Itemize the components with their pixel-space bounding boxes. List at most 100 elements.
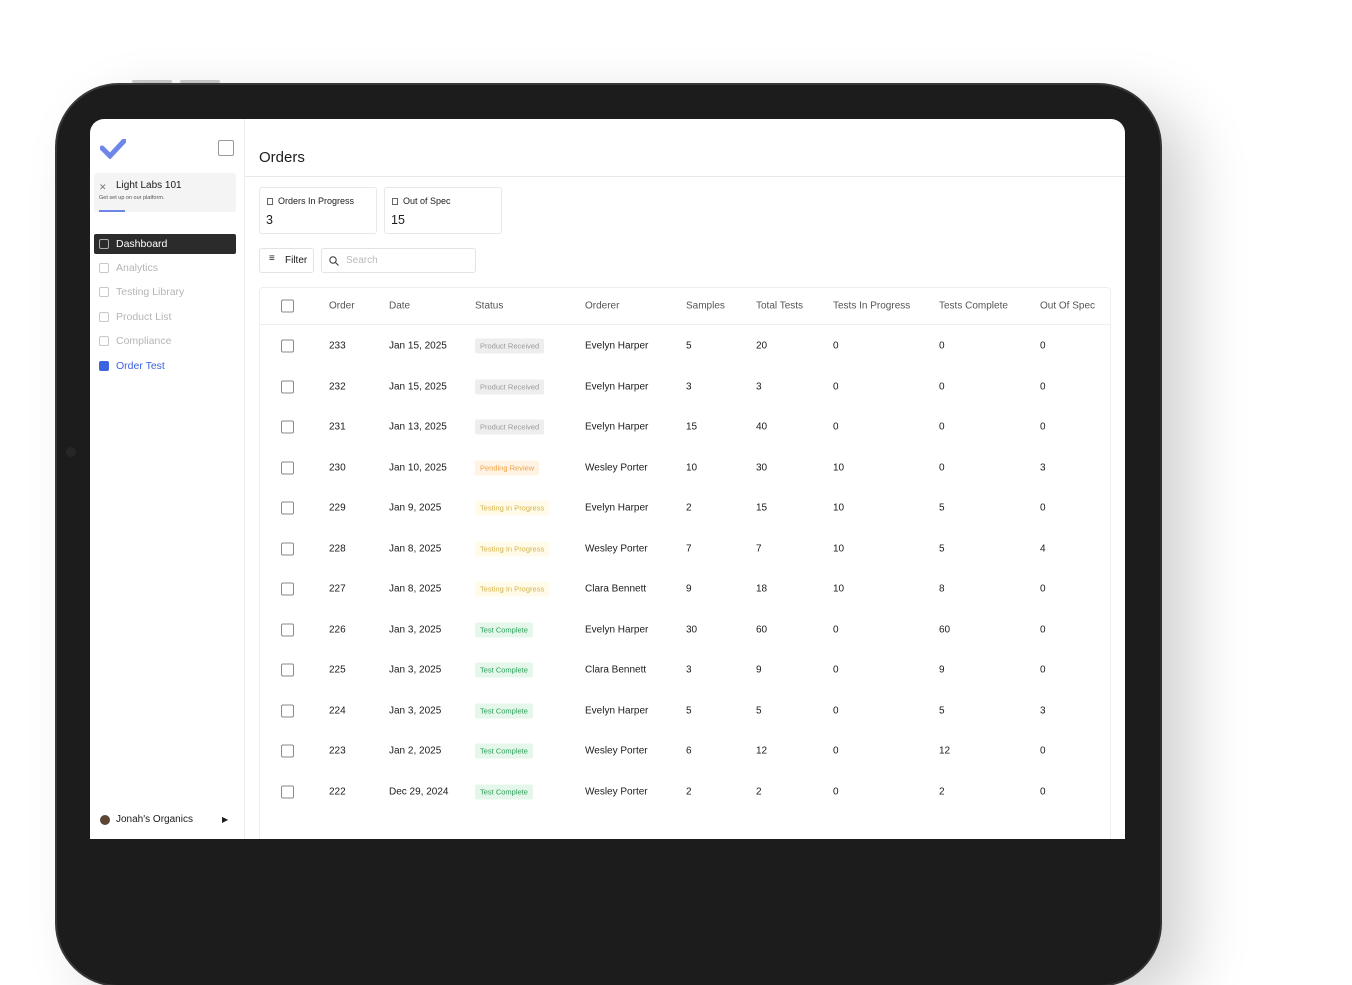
table-cell: 40 [756, 421, 768, 433]
table-cell: 10 [833, 583, 845, 595]
checkbox[interactable] [281, 582, 294, 596]
search-placeholder: Search [346, 255, 378, 266]
table-cell: 0 [1040, 381, 1046, 392]
sidebar: Light Labs 101 ✕ Get set up on our platf… [90, 119, 245, 839]
status-badge: Pending Review [475, 460, 540, 475]
table-cell: 224 [329, 705, 346, 716]
nav-icon [99, 312, 109, 322]
account-avatar [100, 815, 110, 825]
status-badge: Test Complete [475, 703, 533, 718]
column-header[interactable]: Samples [686, 300, 725, 312]
menu-button[interactable] [218, 140, 234, 156]
checkbox[interactable] [281, 663, 294, 677]
table-cell: 223 [329, 745, 346, 757]
table-cell: Jan 15, 2025 [389, 340, 447, 352]
status-badge: Testing In Progress [475, 581, 550, 597]
table-cell: 231 [329, 421, 346, 433]
table-cell: 230 [329, 462, 346, 473]
checkbox[interactable] [281, 785, 294, 798]
table-cell: Jan 2, 2025 [389, 745, 442, 757]
table-cell: 2 [756, 786, 762, 797]
table-cell: 60 [756, 624, 768, 635]
checkbox[interactable] [281, 461, 294, 474]
table-cell: 15 [686, 421, 698, 433]
nav-icon [99, 263, 109, 273]
table-cell: Jan 3, 2025 [389, 624, 442, 635]
filter-button[interactable]: Filter [259, 248, 314, 273]
table-cell: 7 [686, 543, 692, 554]
checkbox[interactable] [281, 420, 294, 434]
table-cell: 5 [939, 543, 945, 554]
device-button [180, 80, 220, 83]
table-cell: 6 [686, 745, 692, 757]
account-name[interactable]: Jonah's Organics [116, 814, 193, 825]
checkbox[interactable] [281, 339, 294, 353]
stat-icon [267, 198, 273, 205]
table-cell: 5 [939, 502, 945, 514]
status-badge: Test Complete [475, 784, 533, 799]
table-cell: 12 [939, 745, 951, 757]
table-cell: 5 [686, 705, 692, 716]
status-badge: Product Received [475, 379, 545, 394]
column-header[interactable]: Status [475, 300, 504, 312]
checkbox[interactable] [281, 380, 294, 393]
checkbox[interactable] [281, 299, 294, 313]
nav-icon [99, 336, 109, 346]
table-cell: 226 [329, 624, 346, 635]
search-box[interactable]: Search [321, 248, 476, 273]
checkbox[interactable] [281, 623, 294, 636]
column-header[interactable]: Total Tests [756, 300, 804, 312]
nav-icon [99, 361, 109, 371]
table-cell: Wesley Porter [585, 462, 648, 473]
nav-item[interactable]: Analytics [94, 258, 236, 278]
nav-item[interactable]: Order Test [94, 356, 236, 376]
column-header[interactable]: Order [329, 300, 355, 312]
table-cell: Jan 3, 2025 [389, 705, 442, 716]
stat-label: Out of Spec [403, 196, 451, 206]
table-cell: 232 [329, 381, 346, 392]
stat-icon [392, 198, 398, 205]
table-cell: 0 [833, 705, 839, 716]
stat-value: 15 [391, 213, 405, 227]
table-cell: Evelyn Harper [585, 502, 649, 514]
progress-bar [99, 210, 125, 212]
table-cell: 10 [833, 502, 845, 514]
org-card[interactable]: Light Labs 101 ✕ Get set up on our platf… [94, 173, 236, 212]
table-cell: 9 [686, 583, 692, 595]
table-cell: Evelyn Harper [585, 421, 649, 433]
table-cell: 0 [939, 462, 945, 473]
account-arrow[interactable]: ▶ [222, 815, 229, 824]
table-cell: 0 [833, 421, 839, 433]
status-badge: Product Received [475, 338, 545, 354]
checkbox[interactable] [281, 744, 294, 758]
table-cell: 0 [1040, 502, 1046, 514]
checkbox[interactable] [281, 542, 294, 555]
nav-item[interactable]: Dashboard [94, 234, 236, 254]
table-cell: 229 [329, 502, 346, 514]
table-cell: 30 [686, 624, 698, 635]
divider [245, 176, 1125, 177]
table-cell: Jan 13, 2025 [389, 421, 447, 433]
checkbox[interactable] [281, 704, 294, 717]
table-cell: 0 [833, 624, 839, 635]
nav-item[interactable]: Compliance [94, 331, 236, 351]
nav-item[interactable]: Testing Library [94, 282, 236, 302]
table-cell: 9 [939, 664, 945, 676]
table-cell: Wesley Porter [585, 786, 648, 797]
page-title: Orders [259, 149, 305, 166]
nav-item[interactable]: Product List [94, 307, 236, 327]
table-cell: 20 [756, 340, 768, 352]
checkbox[interactable] [281, 501, 294, 515]
table-cell: 228 [329, 543, 346, 554]
column-header[interactable]: Tests In Progress [833, 300, 911, 312]
column-header[interactable]: Date [389, 300, 411, 312]
column-header[interactable]: Out Of Spec [1040, 300, 1096, 312]
column-header[interactable]: Tests Complete [939, 300, 1008, 312]
status-badge: Test Complete [475, 743, 533, 759]
nav-icon [99, 239, 109, 249]
table-cell: 12 [756, 745, 768, 757]
table-cell: Jan 15, 2025 [389, 381, 447, 392]
column-header[interactable]: Orderer [585, 300, 620, 312]
table-cell: 0 [833, 745, 839, 757]
table-cell: 0 [833, 786, 839, 797]
